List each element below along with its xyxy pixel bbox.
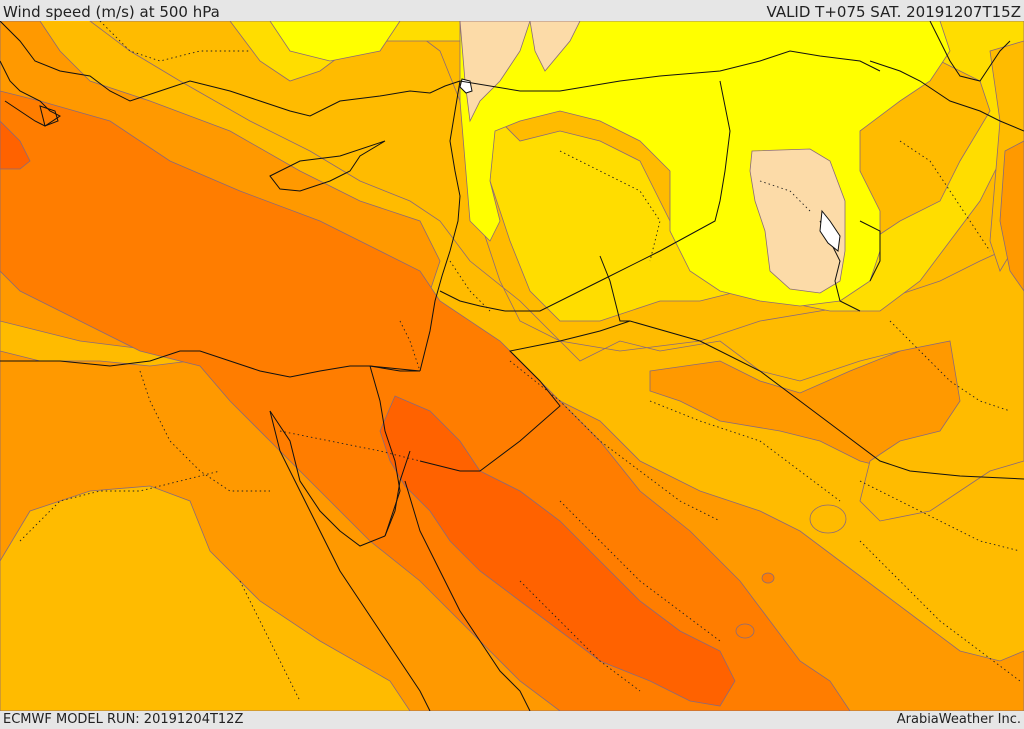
wind-band-top-yellow (269, 21, 401, 62)
wind-band-slowest-iran (749, 148, 846, 294)
wind-blob-3 (761, 572, 775, 584)
wind-speed-map (0, 21, 1024, 711)
lake-urmia (819, 209, 841, 252)
header-bar: Wind speed (m/s) at 500 hPa VALID T+075 … (0, 0, 1024, 22)
wind-band-slowest-north2 (529, 21, 581, 72)
map-title: Wind speed (m/s) at 500 hPa (3, 3, 220, 21)
wind-band-core (379, 395, 736, 707)
wind-blob-1 (809, 504, 847, 534)
wind-band-dark-orange (0, 90, 851, 711)
wind-band-sw-lobe (0, 485, 411, 711)
valid-time: VALID T+075 SAT. 20191207T15Z (766, 3, 1021, 21)
model-run: ECMWF MODEL RUN: 20191204T12Z (3, 712, 244, 727)
wind-band-upper-middle (89, 21, 1024, 522)
coastlines (0, 21, 1024, 711)
credit-label: ArabiaWeather Inc. (896, 712, 1021, 727)
wind-patch-west-core (0, 120, 31, 170)
footer-bar: ECMWF MODEL RUN: 20191204T12Z ArabiaWeat… (0, 711, 1024, 729)
wind-band-orange-west (0, 21, 1024, 711)
wind-band-east-strip-inner (999, 140, 1024, 292)
wind-blob-2 (735, 623, 755, 639)
borders (369, 50, 1024, 480)
province-borders (19, 21, 1021, 702)
